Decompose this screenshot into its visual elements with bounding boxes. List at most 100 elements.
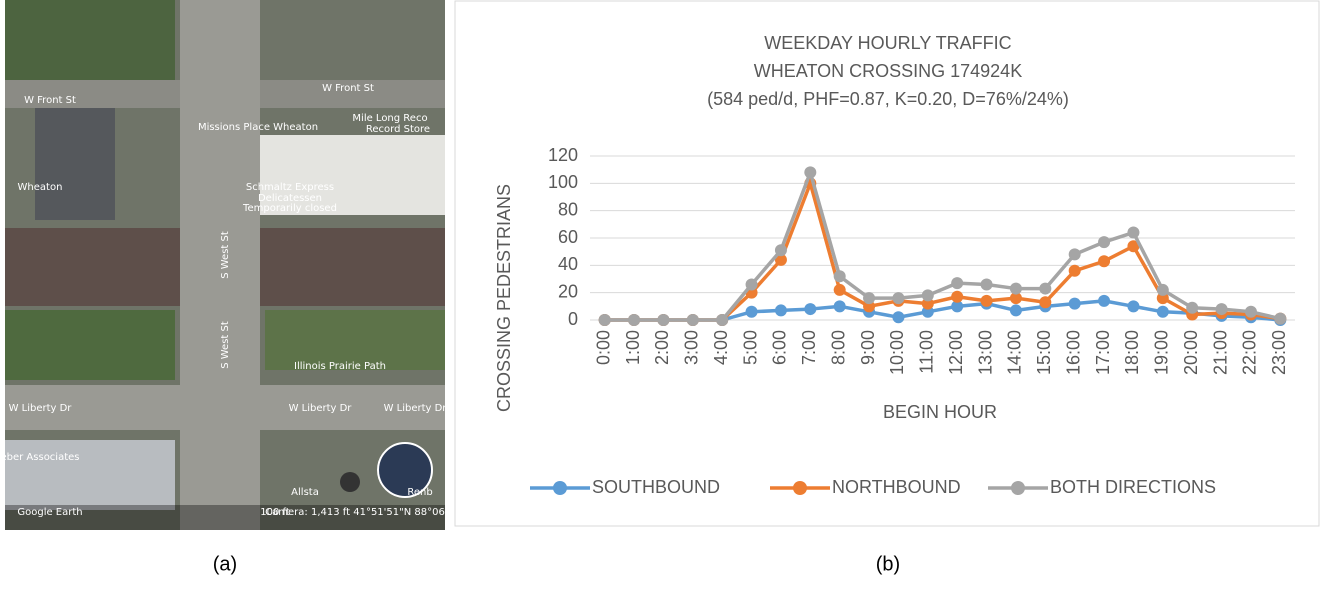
data-point — [892, 311, 905, 324]
data-point — [1009, 282, 1022, 295]
data-point — [774, 244, 787, 257]
data-point — [921, 305, 934, 318]
y-tick-label: 100 — [548, 172, 578, 192]
data-point — [774, 304, 787, 317]
x-tick-label: 4:00 — [711, 330, 731, 365]
map-label: Schmaltz Express — [246, 182, 334, 193]
chart-title: WHEATON CROSSING 174924K — [754, 61, 1022, 81]
map-label: Camera: 1,413 ft 41°51'51"N 88°06'41"W — [265, 507, 475, 518]
compass — [340, 472, 360, 492]
map-label: W Liberty Dr — [289, 403, 353, 414]
legend-label: BOTH DIRECTIONS — [1050, 477, 1216, 497]
map-label: Renb — [407, 487, 432, 498]
map-label: W Liberty Dr — [384, 403, 448, 414]
legend-marker — [793, 481, 807, 495]
data-point — [745, 278, 758, 291]
legend-marker — [553, 481, 567, 495]
chart-title: (584 ped/d, PHF=0.87, K=0.20, D=76%/24%) — [707, 89, 1069, 109]
data-point — [951, 300, 964, 313]
x-tick-label: 7:00 — [799, 330, 819, 365]
map-label: Temporarily closed — [242, 203, 337, 214]
panel-label: (b) — [876, 553, 900, 575]
data-point — [804, 303, 817, 316]
data-point — [980, 278, 993, 291]
x-tick-label: 15:00 — [1034, 330, 1054, 375]
x-tick-label: 3:00 — [682, 330, 702, 365]
data-point — [1127, 240, 1140, 253]
data-point — [951, 277, 964, 290]
panel-label: (a) — [213, 553, 237, 575]
park — [5, 310, 175, 380]
road — [180, 0, 260, 530]
status-bar — [5, 505, 445, 530]
y-tick-label: 80 — [558, 199, 578, 219]
chart-title: WEEKDAY HOURLY TRAFFIC — [764, 33, 1011, 53]
data-point — [1039, 296, 1052, 309]
map-label: Missions Place Wheaton — [198, 122, 318, 133]
data-point — [951, 290, 964, 303]
x-tick-label: 11:00 — [917, 330, 937, 374]
data-point — [1039, 282, 1052, 295]
x-tick-label: 22:00 — [1240, 330, 1260, 375]
map-label: Wheaton — [18, 182, 63, 193]
map-label: Allsta — [291, 487, 319, 498]
chart-frame — [454, 0, 1320, 527]
x-tick-label: 12:00 — [946, 330, 966, 375]
map-label: S West St — [220, 321, 231, 369]
legend-label: SOUTHBOUND — [592, 477, 720, 497]
chart: WEEKDAY HOURLY TRAFFIC WHEATON CROSSING … — [494, 33, 1295, 497]
data-point — [833, 270, 846, 283]
map-label: Mile Long Reco — [352, 113, 427, 124]
legend-marker — [1011, 481, 1025, 495]
data-point — [892, 292, 905, 305]
globe — [377, 442, 433, 498]
y-tick-label: 0 — [568, 309, 578, 329]
data-point — [1098, 294, 1111, 307]
data-point — [863, 300, 876, 313]
x-tick-label: 13:00 — [975, 330, 995, 375]
data-point — [921, 289, 934, 302]
data-point — [1098, 236, 1111, 249]
x-tick-label: 0:00 — [593, 330, 613, 365]
y-tick-label: 60 — [558, 227, 578, 247]
map-label: W Liberty Dr — [9, 403, 73, 414]
x-tick-label: 1:00 — [623, 330, 643, 365]
data-point — [1274, 312, 1287, 325]
data-point — [1009, 304, 1022, 317]
data-point — [804, 166, 817, 179]
trees — [5, 0, 175, 90]
map-label: W Front St — [322, 83, 374, 94]
x-tick-label: 14:00 — [1005, 330, 1025, 375]
map-label: Illinois Prairie Path — [294, 361, 386, 372]
data-point — [1068, 264, 1081, 277]
x-axis-title: BEGIN HOUR — [883, 402, 997, 422]
data-point — [921, 297, 934, 310]
x-tick-label: 19:00 — [1152, 330, 1172, 375]
data-point — [1009, 292, 1022, 305]
data-point — [833, 283, 846, 296]
data-point — [1186, 301, 1199, 314]
x-tick-label: 2:00 — [652, 330, 672, 365]
legend-label: NORTHBOUND — [832, 477, 961, 497]
x-tick-label: 23:00 — [1269, 330, 1289, 375]
x-tick-label: 20:00 — [1181, 330, 1201, 375]
data-point — [628, 314, 641, 326]
data-point — [1127, 300, 1140, 313]
map-label: S West St — [220, 231, 231, 279]
satellite-image: W Front St W Front St Missions Place Wheat… — [0, 0, 475, 530]
x-tick-label: 5:00 — [740, 330, 760, 365]
y-tick-label: 20 — [558, 281, 578, 301]
data-point — [1215, 303, 1228, 316]
x-tick-label: 17:00 — [1093, 330, 1113, 375]
roof — [255, 135, 445, 215]
station — [35, 100, 115, 220]
data-point — [833, 300, 846, 313]
x-tick-label: 16:00 — [1063, 330, 1083, 375]
y-axis-title: CROSSING PEDESTRIANS — [494, 184, 514, 412]
data-point — [745, 305, 758, 318]
x-tick-label: 8:00 — [828, 330, 848, 365]
map-label: Record Store — [366, 124, 430, 135]
map-label: 100 ft — [260, 507, 290, 518]
data-point — [1156, 292, 1169, 305]
